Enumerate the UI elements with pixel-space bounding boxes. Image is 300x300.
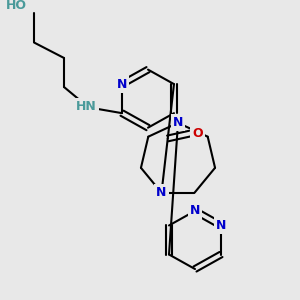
Text: HO: HO — [5, 0, 26, 12]
Text: N: N — [190, 204, 200, 218]
Text: N: N — [173, 116, 183, 129]
Text: O: O — [192, 127, 203, 140]
Text: HN: HN — [76, 100, 96, 113]
Text: N: N — [216, 219, 226, 232]
Text: N: N — [117, 78, 127, 91]
Text: N: N — [156, 186, 167, 199]
